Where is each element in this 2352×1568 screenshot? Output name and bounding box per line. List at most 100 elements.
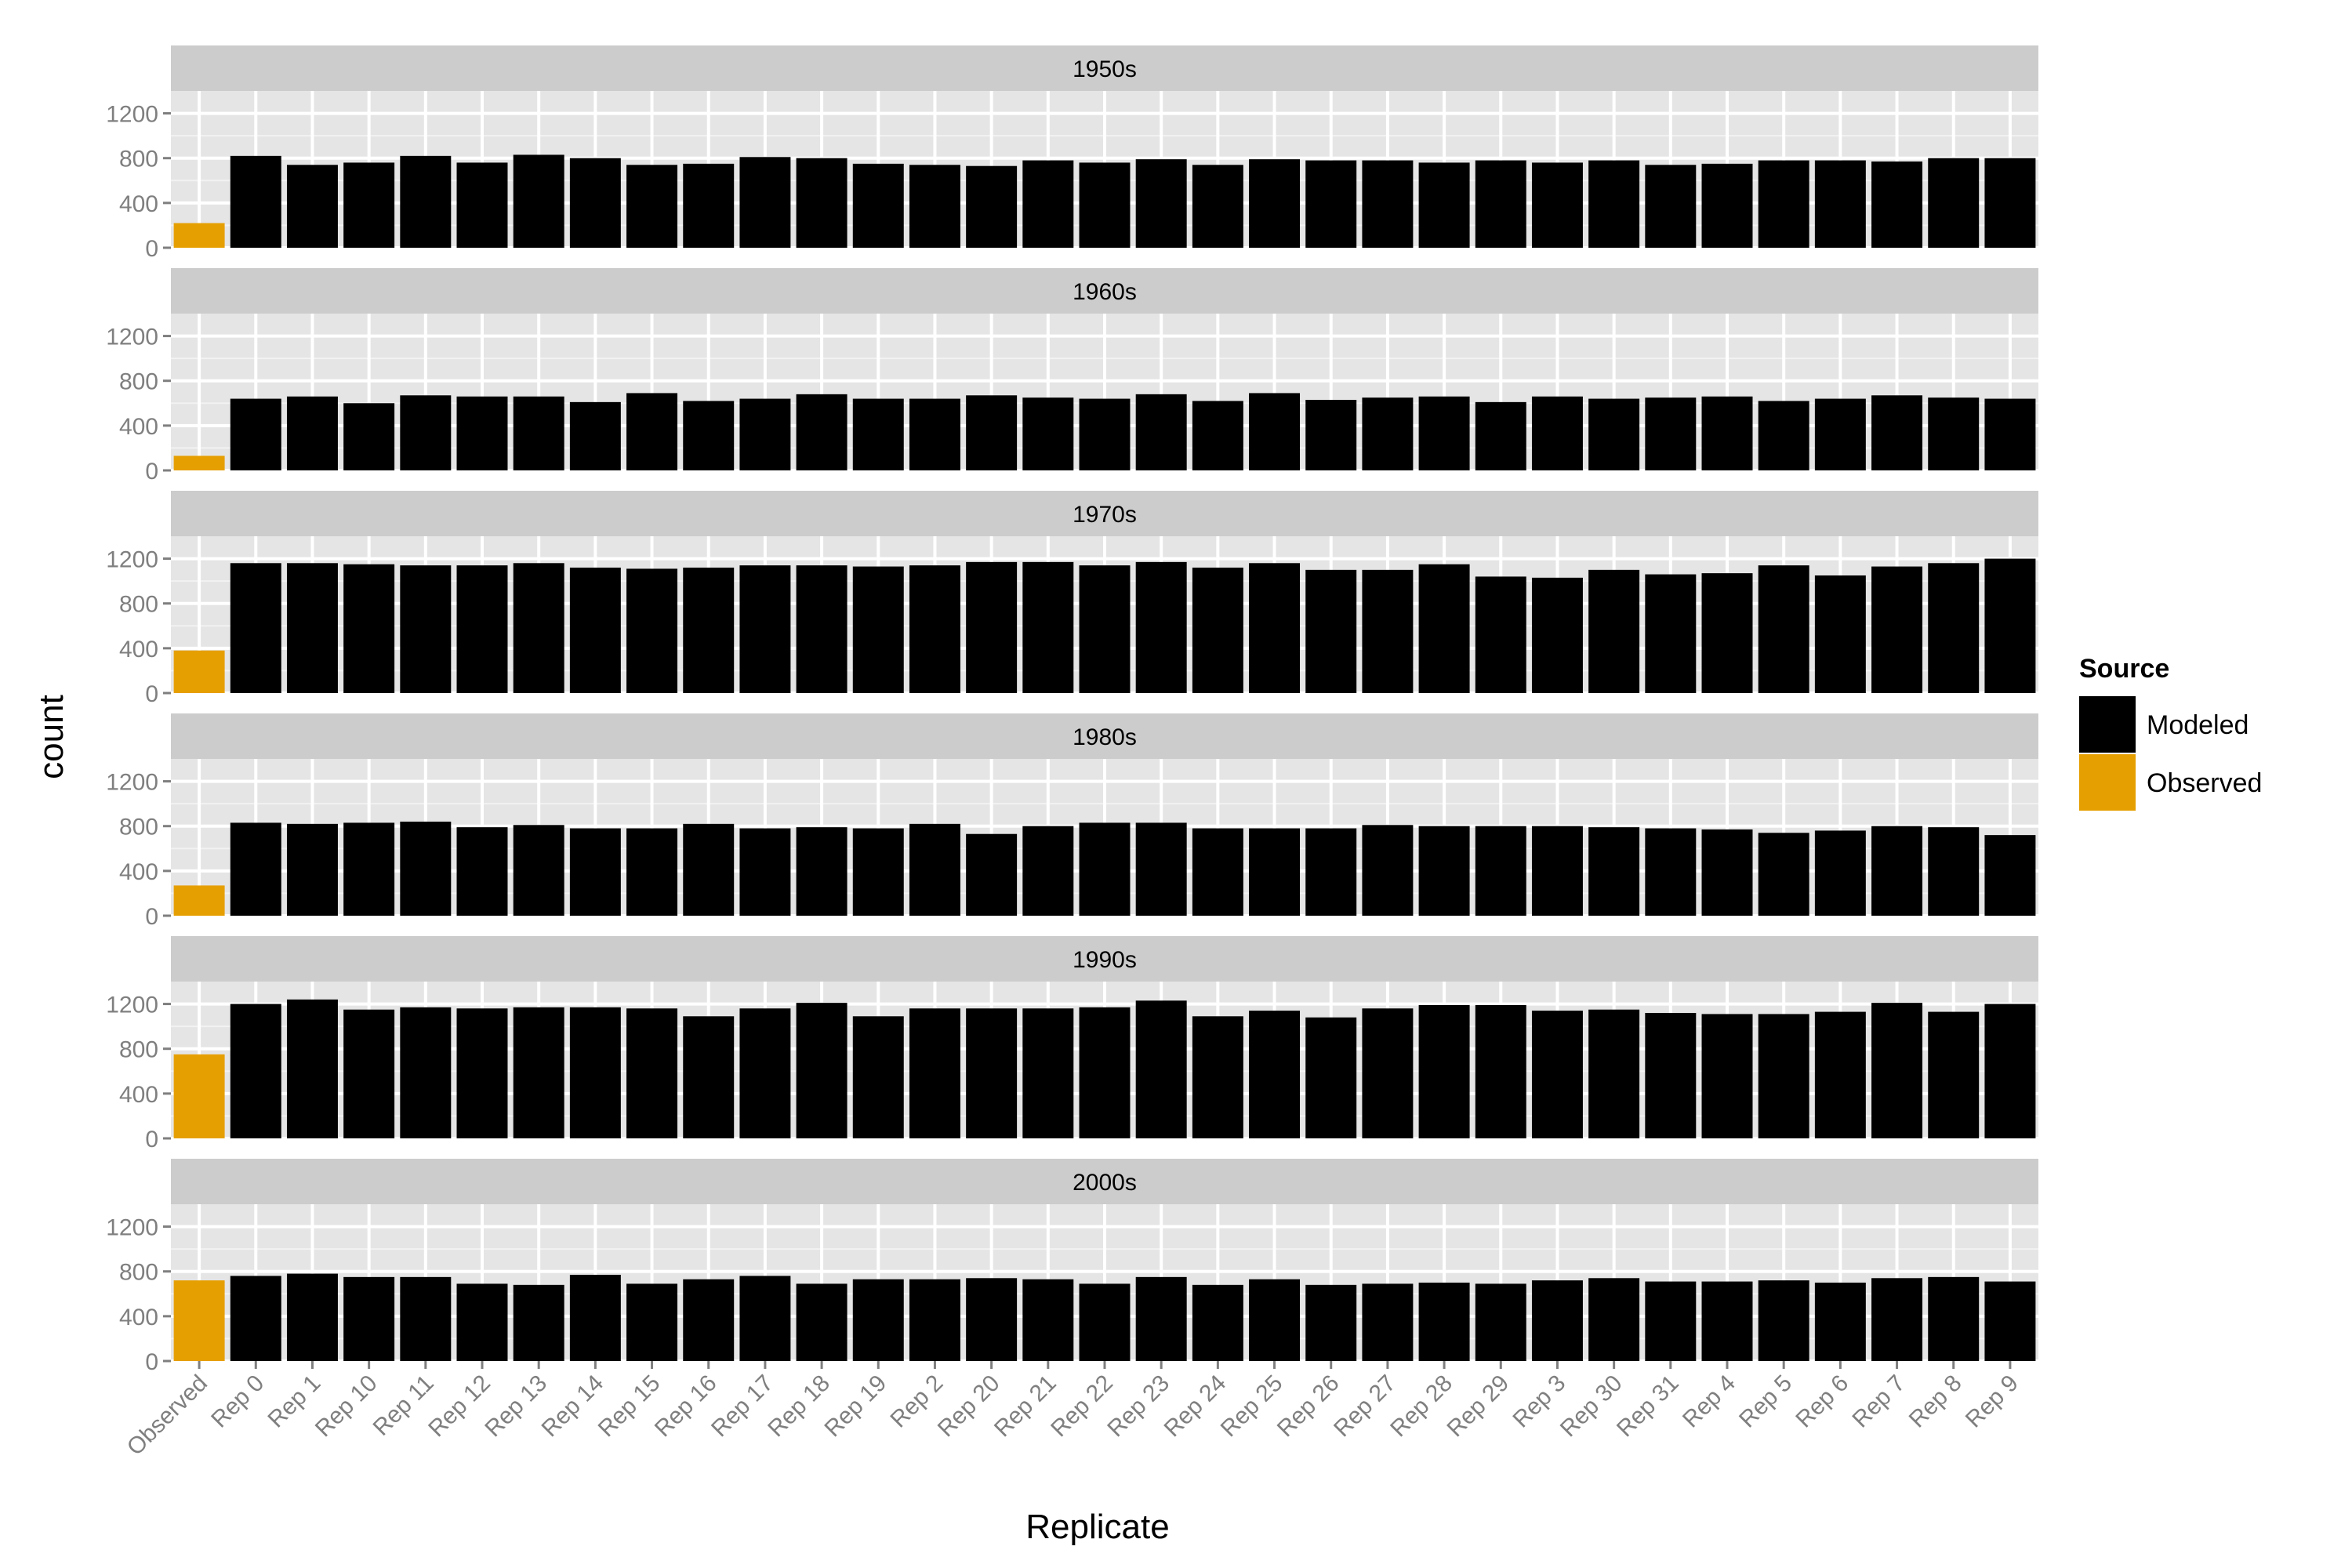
bar-modeled	[1249, 1279, 1301, 1361]
bar-modeled	[683, 1016, 735, 1138]
x-tick-label: Rep 23	[1102, 1370, 1174, 1443]
bar-modeled	[456, 1283, 508, 1361]
bar-modeled	[1984, 1004, 2036, 1138]
bar-modeled	[343, 162, 395, 248]
bar-modeled	[909, 1279, 960, 1361]
bar-modeled	[513, 1007, 564, 1138]
bar-modeled	[1871, 1003, 1923, 1138]
bar-observed	[173, 1280, 225, 1361]
bar-modeled	[683, 163, 735, 248]
y-tick-label: 1200	[106, 325, 158, 350]
x-tick-label: Rep 9	[1961, 1370, 2024, 1433]
bar-modeled	[1701, 829, 1753, 916]
strip-background	[171, 713, 2038, 759]
legend-title: Source	[2079, 654, 2169, 684]
bar-modeled	[796, 394, 848, 470]
y-tick-label: 0	[145, 459, 158, 485]
bar-modeled	[796, 565, 848, 693]
strip-background	[171, 491, 2038, 536]
bar-modeled	[852, 566, 904, 693]
bar-modeled	[966, 165, 1018, 248]
bar-modeled	[1871, 162, 1923, 248]
panel-1980s: 1980s 0 400 800 1200	[106, 713, 2038, 930]
bar-modeled	[1645, 165, 1697, 248]
x-tick-label: Observed	[122, 1370, 212, 1461]
x-tick-label: Rep 24	[1160, 1370, 1232, 1443]
strip-background	[171, 45, 2038, 91]
y-tick-label: 800	[119, 147, 158, 172]
bar-modeled	[456, 565, 508, 693]
y-tick-label: 800	[119, 1037, 158, 1063]
bar-modeled	[1984, 1281, 2036, 1361]
bar-modeled	[626, 1283, 678, 1361]
bar-modeled	[513, 825, 564, 916]
bar-modeled	[1418, 564, 1470, 693]
bar-modeled	[1135, 1000, 1187, 1138]
bar-modeled	[1871, 566, 1923, 693]
bar-modeled	[1022, 1279, 1074, 1361]
bar-modeled	[1079, 1283, 1131, 1361]
bar-modeled	[569, 568, 621, 693]
bar-modeled	[1645, 397, 1697, 470]
bar-modeled	[286, 823, 338, 916]
x-tick-label: Rep 31	[1612, 1370, 1684, 1443]
x-tick-label: Rep 25	[1216, 1370, 1288, 1443]
bar-modeled	[343, 403, 395, 470]
bar-modeled	[1531, 577, 1583, 693]
bar-modeled	[796, 158, 848, 248]
bar-modeled	[1871, 1278, 1923, 1361]
bar-modeled	[456, 1008, 508, 1138]
strip-label: 1970s	[1073, 502, 1137, 528]
bar-observed	[173, 223, 225, 248]
y-tick-label: 400	[119, 637, 158, 662]
bar-modeled	[1475, 826, 1526, 916]
bar-modeled	[1135, 159, 1187, 248]
y-tick-label: 0	[145, 681, 158, 707]
x-tick-label: Rep 27	[1329, 1370, 1401, 1443]
strip-label: 2000s	[1073, 1170, 1137, 1196]
bar-modeled	[1475, 1005, 1526, 1138]
bar-modeled	[513, 396, 564, 470]
bar-modeled	[1305, 569, 1357, 693]
bar-modeled	[909, 165, 960, 248]
y-tick-label: 800	[119, 1260, 158, 1286]
bar-modeled	[852, 1279, 904, 1361]
bar-modeled	[1645, 574, 1697, 693]
panel-1970s: 1970s 0 400 800 1200	[106, 491, 2038, 707]
bar-modeled	[1588, 1009, 1640, 1138]
x-tick-label: Rep 0	[206, 1370, 269, 1433]
bar-modeled	[1418, 1283, 1470, 1361]
bar-modeled	[1814, 160, 1866, 248]
bar-modeled	[1418, 1005, 1470, 1138]
panel-1950s: 1950s 0 400 800 1200	[106, 45, 2038, 262]
chart-panels: 1950s 0 400 800 1200 1960s 0 400 800 1200 1970s 0 40…	[106, 45, 2038, 1375]
bar-modeled	[1192, 1016, 1243, 1138]
x-tick-label: Rep 16	[650, 1370, 722, 1443]
bar-modeled	[909, 398, 960, 470]
bar-modeled	[1531, 162, 1583, 248]
y-tick-label: 1200	[106, 1215, 158, 1241]
bar-modeled	[569, 1007, 621, 1138]
bar-modeled	[343, 1009, 395, 1138]
bar-modeled	[1984, 158, 2036, 248]
y-axis-title: count	[32, 695, 71, 779]
legend: Source Modeled Observed	[2079, 654, 2262, 811]
bar-observed	[173, 650, 225, 693]
bar-modeled	[1418, 396, 1470, 470]
bar-modeled	[230, 822, 281, 916]
bar-modeled	[1588, 569, 1640, 693]
bar-modeled	[1531, 826, 1583, 916]
bar-modeled	[796, 1283, 848, 1361]
bar-modeled	[1362, 397, 1414, 470]
bar-modeled	[739, 398, 791, 470]
bar-modeled	[1362, 1008, 1414, 1138]
bar-modeled	[513, 154, 564, 248]
bar-modeled	[966, 1278, 1018, 1361]
x-tick-label: Rep 20	[933, 1370, 1005, 1443]
bar-modeled	[1701, 1281, 1753, 1361]
strip-background	[171, 268, 2038, 314]
bar-modeled	[230, 1276, 281, 1361]
strip-label: 1950s	[1073, 56, 1137, 82]
bar-modeled	[1758, 833, 1809, 916]
bar-modeled	[1249, 1011, 1301, 1138]
